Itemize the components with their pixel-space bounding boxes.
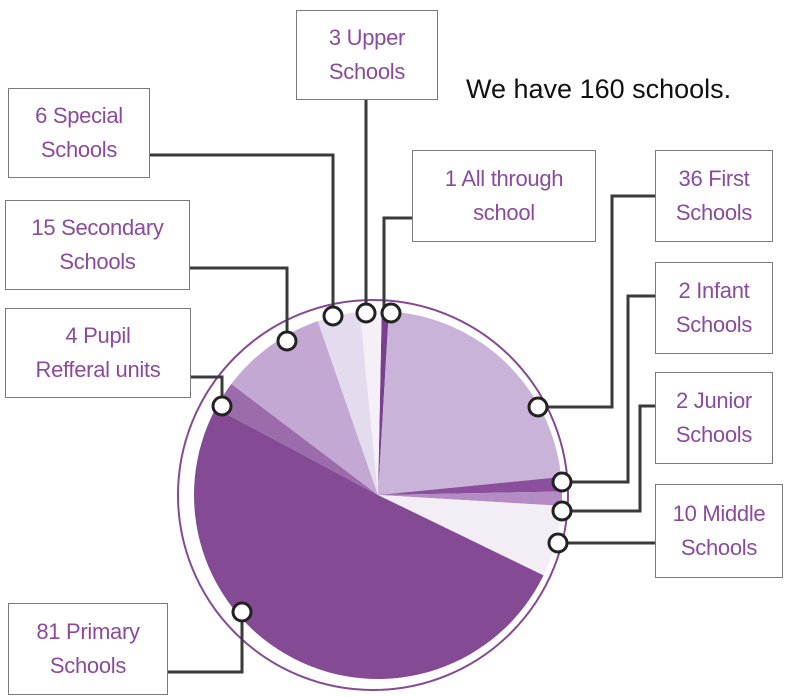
leader-line (538, 194, 655, 409)
category-label: Middle Schools (680, 501, 766, 560)
value-label: 1 (444, 166, 457, 191)
label-box: 2 Junior Schools (655, 372, 773, 464)
leader-line (562, 404, 655, 513)
chart-title: We have 160 schools. (466, 74, 732, 104)
label-text: 3 Upper Schools (329, 21, 405, 89)
label-text: 81 Primary Schools (36, 615, 140, 683)
label-box: 1 All through school (412, 150, 596, 242)
label-box: 10 Middle Schools (655, 484, 783, 578)
leader-line (382, 216, 412, 315)
leader-dot (276, 330, 298, 352)
value-label: 2 (676, 388, 688, 413)
label-text: 6 Special Schools (35, 99, 123, 167)
pie-slice (215, 383, 378, 495)
pie-slice (378, 311, 389, 495)
pie-slice (317, 311, 378, 495)
label-text: 36 First Schools (676, 162, 752, 230)
leaders (150, 100, 655, 674)
category-label: Upper Schools (328, 25, 406, 84)
leader-dot (551, 500, 573, 522)
leader-dot (551, 471, 573, 493)
value-label: 15 (31, 215, 56, 240)
pie-slice (378, 495, 562, 576)
pie-slice (378, 477, 562, 495)
pie-slice (231, 321, 378, 495)
value-label: 4 (65, 323, 78, 348)
pie-slice (194, 408, 544, 679)
value-label: 3 (328, 25, 341, 50)
label-box: 2 Infant Schools (655, 262, 773, 354)
leader-line (168, 612, 244, 674)
leader-dot (380, 302, 402, 324)
pie-slice (378, 491, 562, 506)
category-label: All through school (461, 166, 564, 225)
leader-dot (527, 396, 549, 418)
leader-dot (231, 601, 253, 623)
label-text: 15 Secondary Schools (31, 211, 163, 279)
value-label: 81 (36, 619, 61, 644)
leader-dot (322, 305, 344, 327)
category-label: Primary Schools (49, 619, 140, 678)
slices (194, 311, 562, 679)
category-label: First Schools (675, 166, 753, 225)
category-label: Junior Schools (675, 388, 753, 447)
label-box: 81 Primary Schools (8, 603, 168, 695)
label-text: 2 Infant Schools (676, 274, 752, 342)
leader-dot (547, 532, 569, 554)
label-box: 36 First Schools (655, 150, 773, 242)
value-label: 6 (35, 103, 48, 128)
label-box: 15 Secondary Schools (5, 200, 190, 290)
value-label: 2 (678, 278, 691, 303)
value-label: 36 (678, 166, 703, 191)
label-box: 3 Upper Schools (296, 10, 438, 100)
leader-line (562, 294, 655, 484)
leader-dot (211, 395, 233, 417)
pie-slice (360, 311, 382, 495)
label-text: 2 Junior Schools (676, 384, 752, 452)
pie-slice (378, 311, 562, 495)
leader-line (150, 153, 335, 316)
leader-line (190, 266, 289, 341)
category-label: Pupil Refferal units (35, 323, 161, 382)
label-box: 4 Pupil Refferal units (5, 308, 191, 398)
leader-dot (355, 302, 377, 324)
label-text: 10 Middle Schools (673, 497, 766, 565)
value-label: 10 (672, 501, 697, 526)
category-label: Special Schools (40, 103, 123, 162)
category-label: Secondary Schools (59, 215, 164, 274)
label-box: 6 Special Schools (8, 88, 150, 178)
category-label: Infant Schools (675, 278, 753, 337)
label-text: 4 Pupil Refferal units (35, 319, 160, 387)
outer-ring (177, 299, 569, 691)
label-text: 1 All through school (444, 162, 564, 230)
